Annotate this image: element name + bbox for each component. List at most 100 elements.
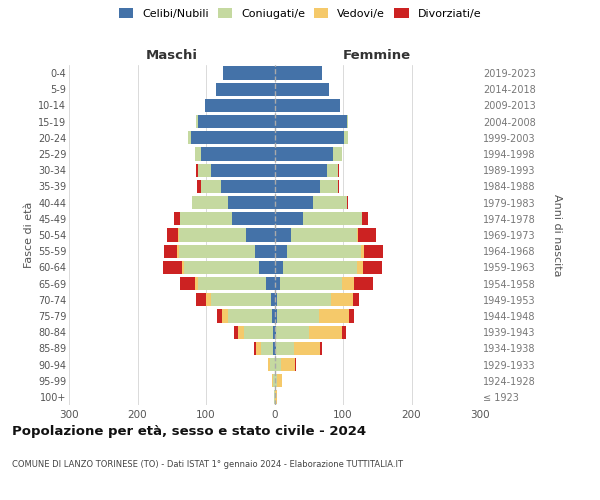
Bar bbox=[254, 342, 256, 355]
Bar bbox=[338, 180, 339, 193]
Bar bbox=[272, 374, 273, 388]
Bar bbox=[277, 310, 319, 322]
Bar bbox=[364, 244, 383, 258]
Bar bbox=[205, 99, 275, 112]
Bar bbox=[331, 293, 353, 306]
Bar bbox=[275, 293, 277, 306]
Bar bbox=[223, 310, 228, 322]
Bar bbox=[287, 244, 361, 258]
Bar bbox=[273, 342, 275, 355]
Bar bbox=[275, 82, 329, 96]
Bar bbox=[275, 164, 326, 177]
Bar bbox=[303, 212, 362, 226]
Bar bbox=[184, 260, 259, 274]
Bar bbox=[175, 212, 180, 226]
Legend: Celibi/Nubili, Coniugati/e, Vedovi/e, Divorziati/e: Celibi/Nubili, Coniugati/e, Vedovi/e, Di… bbox=[117, 6, 483, 21]
Bar bbox=[276, 342, 293, 355]
Bar bbox=[191, 131, 275, 144]
Bar bbox=[362, 212, 368, 226]
Bar bbox=[275, 131, 344, 144]
Bar bbox=[200, 148, 275, 160]
Bar bbox=[277, 374, 282, 388]
Bar bbox=[273, 326, 275, 339]
Bar bbox=[197, 180, 200, 193]
Bar bbox=[295, 358, 296, 371]
Bar bbox=[196, 164, 198, 177]
Bar bbox=[275, 374, 277, 388]
Bar bbox=[334, 148, 341, 160]
Bar bbox=[353, 293, 359, 306]
Bar bbox=[356, 260, 363, 274]
Bar bbox=[223, 66, 275, 80]
Bar bbox=[195, 148, 200, 160]
Bar bbox=[283, 260, 357, 274]
Bar bbox=[349, 310, 354, 322]
Y-axis label: Anni di nascita: Anni di nascita bbox=[553, 194, 562, 276]
Y-axis label: Fasce di età: Fasce di età bbox=[23, 202, 34, 268]
Bar bbox=[275, 342, 276, 355]
Bar bbox=[275, 244, 287, 258]
Bar bbox=[216, 82, 275, 96]
Bar bbox=[275, 260, 283, 274]
Bar bbox=[281, 358, 295, 371]
Bar bbox=[200, 180, 221, 193]
Bar bbox=[192, 196, 228, 209]
Bar bbox=[221, 180, 275, 193]
Bar bbox=[211, 164, 275, 177]
Bar bbox=[266, 277, 275, 290]
Bar bbox=[179, 228, 246, 241]
Bar bbox=[275, 390, 277, 404]
Bar bbox=[344, 131, 349, 144]
Bar bbox=[180, 212, 232, 226]
Bar bbox=[163, 260, 182, 274]
Bar bbox=[228, 310, 272, 322]
Bar bbox=[275, 212, 303, 226]
Bar bbox=[273, 374, 275, 388]
Bar bbox=[275, 326, 276, 339]
Bar bbox=[326, 164, 338, 177]
Text: COMUNE DI LANZO TORINESE (TO) - Dati ISTAT 1° gennaio 2024 - Elaborazione TUTTIT: COMUNE DI LANZO TORINESE (TO) - Dati IST… bbox=[12, 460, 403, 469]
Bar bbox=[198, 277, 266, 290]
Text: Maschi: Maschi bbox=[146, 50, 198, 62]
Bar bbox=[180, 277, 195, 290]
Bar bbox=[196, 293, 206, 306]
Bar bbox=[198, 115, 275, 128]
Bar bbox=[272, 310, 275, 322]
Bar bbox=[275, 277, 280, 290]
Bar bbox=[246, 228, 275, 241]
Bar bbox=[320, 180, 338, 193]
Bar bbox=[188, 131, 191, 144]
Bar bbox=[234, 326, 238, 339]
Bar bbox=[274, 390, 275, 404]
Bar bbox=[347, 196, 349, 209]
Bar bbox=[271, 293, 275, 306]
Bar bbox=[309, 326, 341, 339]
Bar bbox=[347, 115, 349, 128]
Bar bbox=[320, 342, 322, 355]
Bar bbox=[363, 260, 382, 274]
Bar bbox=[178, 228, 179, 241]
Bar bbox=[256, 244, 275, 258]
Bar bbox=[275, 228, 291, 241]
Bar bbox=[259, 260, 275, 274]
Bar bbox=[356, 228, 358, 241]
Bar bbox=[313, 196, 347, 209]
Bar bbox=[293, 342, 320, 355]
Bar bbox=[358, 228, 376, 241]
Bar bbox=[354, 277, 373, 290]
Bar bbox=[275, 310, 277, 322]
Bar bbox=[228, 196, 275, 209]
Bar bbox=[211, 293, 271, 306]
Bar bbox=[164, 244, 177, 258]
Bar bbox=[341, 277, 354, 290]
Bar bbox=[275, 358, 281, 371]
Bar bbox=[198, 164, 211, 177]
Bar bbox=[268, 358, 271, 371]
Bar bbox=[256, 342, 261, 355]
Text: Popolazione per età, sesso e stato civile - 2024: Popolazione per età, sesso e stato civil… bbox=[12, 425, 366, 438]
Bar bbox=[275, 196, 313, 209]
Bar bbox=[244, 326, 273, 339]
Bar bbox=[195, 277, 198, 290]
Bar bbox=[182, 260, 184, 274]
Bar bbox=[167, 228, 178, 241]
